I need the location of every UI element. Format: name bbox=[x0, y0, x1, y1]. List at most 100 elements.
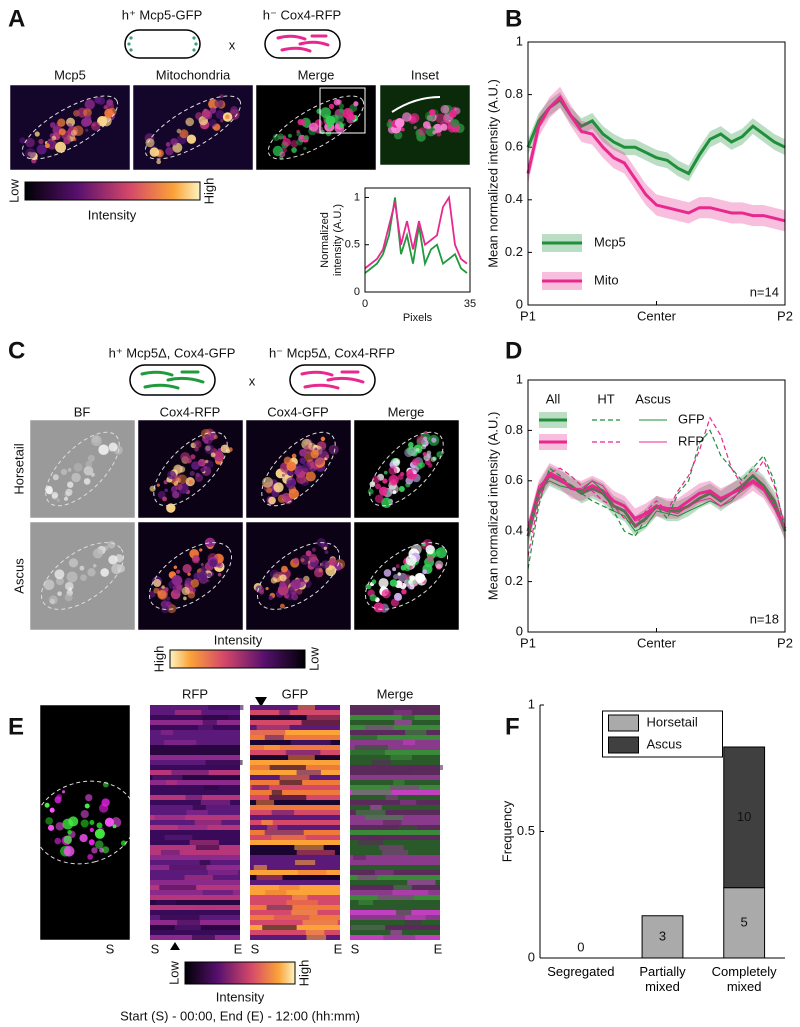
image-content bbox=[267, 95, 365, 160]
fluorescent-spot bbox=[80, 809, 89, 819]
fluorescent-spot bbox=[89, 820, 95, 826]
fluorescent-spot bbox=[161, 585, 165, 589]
kymograph-streak bbox=[174, 925, 201, 930]
kymograph-streak bbox=[271, 790, 283, 795]
legend-swatch bbox=[608, 736, 639, 754]
fluorescent-spot bbox=[339, 108, 345, 114]
fluorescent-spot bbox=[198, 461, 203, 466]
kymograph-row bbox=[350, 705, 440, 710]
micrograph bbox=[9, 84, 131, 171]
kymograph-streak bbox=[152, 775, 183, 780]
fluorescent-spot bbox=[190, 454, 196, 460]
fluorescent-spot bbox=[84, 114, 92, 122]
fluorescent-spot bbox=[279, 151, 286, 158]
fluorescent-spot bbox=[192, 554, 200, 562]
fluorescent-spot bbox=[57, 118, 66, 127]
fluorescent-spot bbox=[367, 488, 374, 495]
kymograph-row bbox=[250, 745, 340, 750]
fluorescent-spot bbox=[394, 118, 405, 128]
kymograph-streak bbox=[399, 800, 417, 805]
kymograph-streak bbox=[379, 845, 404, 850]
legend-column: HT bbox=[597, 391, 614, 406]
kymograph-streak bbox=[197, 725, 213, 730]
image-content bbox=[40, 780, 130, 865]
kymograph-row bbox=[250, 930, 340, 935]
kymograph-row bbox=[350, 830, 440, 835]
kymograph-streak bbox=[294, 845, 324, 850]
time-label: E bbox=[434, 941, 443, 956]
fluorescent-spot bbox=[163, 480, 168, 485]
plot-frame bbox=[527, 379, 786, 633]
row-title: Ascus bbox=[11, 558, 26, 594]
kymograph-row bbox=[150, 815, 240, 820]
fluorescent-spot bbox=[34, 131, 40, 137]
cartoon-mitochondria bbox=[140, 370, 205, 390]
kymograph-streak bbox=[306, 935, 327, 940]
image-content bbox=[149, 428, 233, 513]
fluorescent-spot bbox=[299, 457, 307, 465]
kymograph-row bbox=[350, 765, 440, 770]
image-frame bbox=[137, 521, 244, 631]
kymograph-streak bbox=[292, 895, 308, 900]
kymograph-streak bbox=[264, 830, 304, 835]
bar-segment bbox=[723, 746, 766, 889]
kymograph-streak bbox=[192, 805, 206, 810]
kymograph-row bbox=[250, 720, 340, 725]
fluorescent-spot bbox=[98, 444, 109, 455]
y-tick-label: 0.5 bbox=[517, 823, 535, 838]
x-tick-label: Center bbox=[637, 308, 677, 323]
fluorescent-spot bbox=[392, 458, 401, 466]
image-title: Inset bbox=[411, 67, 440, 82]
kymograph-streak bbox=[364, 815, 404, 820]
fluorescent-spot bbox=[281, 565, 288, 573]
fluorescent-spot bbox=[103, 105, 108, 110]
kymograph-streak bbox=[368, 835, 383, 840]
kymograph-streak bbox=[191, 935, 215, 940]
fluorescent-spot bbox=[94, 840, 104, 850]
kymograph-streak bbox=[371, 760, 391, 765]
kymograph-streak bbox=[350, 925, 386, 930]
fluorescent-spot bbox=[432, 549, 441, 557]
kymograph bbox=[150, 705, 244, 940]
kymograph-streak bbox=[250, 730, 286, 735]
count-label: 3 bbox=[659, 928, 666, 943]
kymograph-row bbox=[250, 810, 340, 815]
fluorescent-spot bbox=[92, 548, 103, 559]
kymograph-streak bbox=[370, 805, 382, 810]
kymograph-row bbox=[250, 865, 340, 870]
fluorescent-spot bbox=[25, 137, 35, 148]
x-category-label: Partially mixed bbox=[639, 964, 686, 994]
count-label: 10 bbox=[737, 809, 751, 824]
kymograph-streak bbox=[265, 890, 287, 895]
kymograph-row bbox=[250, 800, 340, 805]
fluorescent-spot bbox=[87, 454, 95, 462]
kymograph-row bbox=[350, 745, 440, 750]
fluorescent-spot bbox=[181, 586, 190, 596]
fluorescent-spot bbox=[348, 113, 356, 121]
kymograph-row bbox=[350, 910, 440, 915]
fluorescent-spot bbox=[328, 103, 335, 110]
fluorescent-spot bbox=[372, 475, 380, 484]
kymograph-streak bbox=[271, 810, 295, 815]
kymograph-streak bbox=[386, 775, 414, 780]
fluorescent-spot bbox=[386, 490, 391, 495]
fluorescent-spot bbox=[277, 584, 289, 596]
fluorescent-spot bbox=[392, 490, 397, 494]
kymograph-streak bbox=[269, 795, 307, 800]
fluorescent-spot bbox=[339, 123, 344, 129]
cross-symbol: x bbox=[249, 373, 256, 388]
kymograph-streak bbox=[382, 850, 409, 855]
fluorescent-spot bbox=[383, 470, 388, 475]
arrowhead bbox=[170, 942, 180, 950]
fluorescent-spot bbox=[422, 121, 431, 129]
micrograph bbox=[353, 419, 460, 519]
fluorescent-spot bbox=[85, 460, 93, 468]
fluorescent-spot bbox=[290, 140, 299, 148]
sample-size: n=14 bbox=[750, 284, 779, 299]
fluorescent-spot bbox=[204, 439, 209, 444]
kymograph-streak bbox=[353, 855, 366, 860]
fluorescent-spot bbox=[55, 821, 65, 831]
kymograph-row bbox=[250, 870, 340, 875]
data-line bbox=[527, 475, 786, 529]
kymograph-streak bbox=[160, 850, 180, 855]
